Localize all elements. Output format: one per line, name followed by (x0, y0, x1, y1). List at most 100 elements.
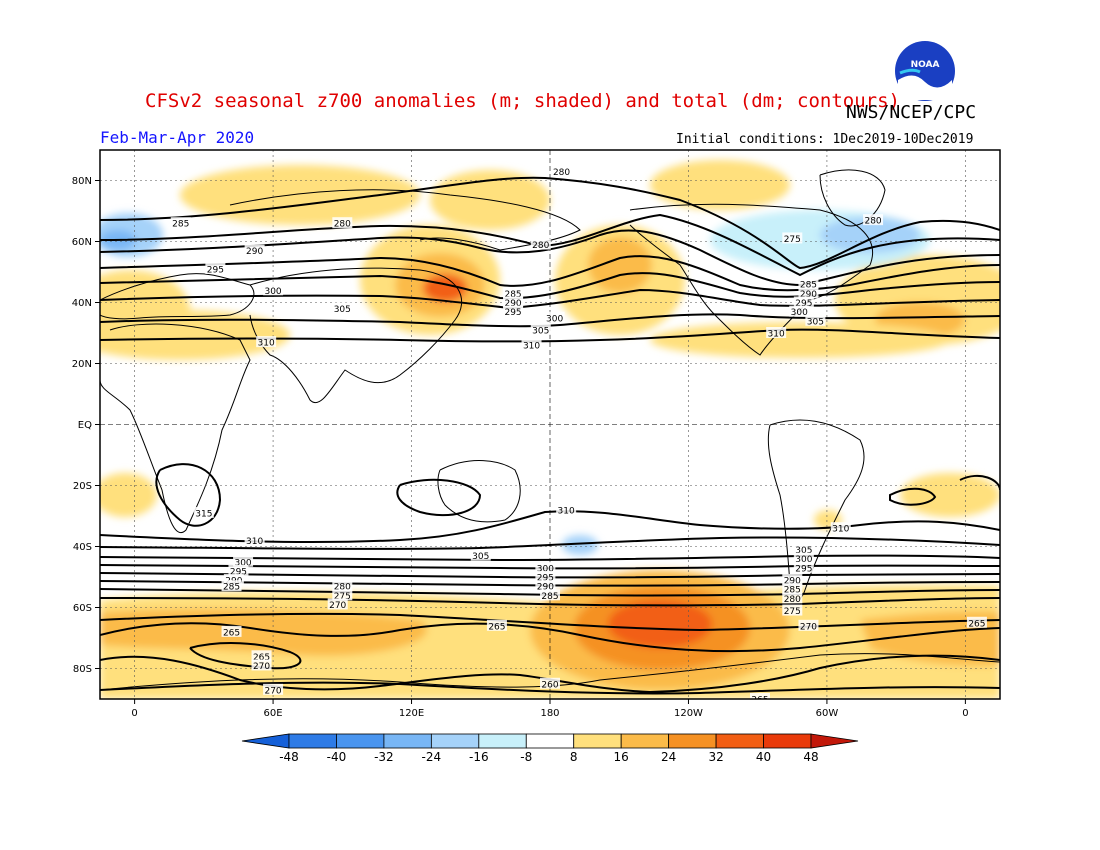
chart-title: CFSv2 seasonal z700 anomalies (m; shaded… (145, 90, 900, 112)
contour-line (100, 580, 1000, 587)
contour-label: 315 (195, 509, 212, 519)
lat-tick-label: 40N (72, 298, 92, 309)
contour-label-bg (535, 561, 556, 573)
contour-label-bg (556, 503, 577, 515)
colorbar-label: 8 (570, 750, 578, 764)
anomaly-area-arctic-1 (180, 165, 420, 225)
contour-label-bg (503, 305, 524, 317)
contour-label-bg (193, 506, 214, 518)
contour-line (100, 612, 1000, 632)
contour-label: 300 (546, 314, 563, 324)
contour-label: 295 (230, 567, 247, 577)
contour-label: 265 (223, 628, 240, 638)
contour-line (100, 213, 1000, 277)
contour-label-bg (750, 693, 770, 699)
contour-label: 290 (800, 290, 817, 300)
contour-line (396, 478, 482, 517)
contour-label: 280 (532, 241, 549, 251)
contour-label: 285 (800, 281, 817, 291)
anomaly-area-southern-belt-16 (100, 608, 428, 656)
contour-label-bg (798, 619, 819, 631)
contour-label: 270 (800, 622, 817, 632)
contour-label: 310 (832, 525, 849, 535)
coastline-siberia (229, 189, 581, 251)
contour-line (100, 681, 1000, 695)
contour-label: 310 (258, 339, 275, 349)
contour-line (100, 654, 1000, 694)
forecast-period: Feb-Mar-Apr 2020 (100, 128, 255, 147)
contour-label-bg (535, 580, 556, 592)
contour-label: 280 (553, 168, 570, 178)
lon-tick-label: 120E (399, 708, 424, 719)
contour-label-bg (332, 302, 353, 314)
coastline-europe (100, 273, 255, 320)
contour-label-bg (170, 217, 191, 229)
initial-conditions: Initial conditions: 1Dec2019-10Dec2019 (676, 132, 974, 147)
contour-line (100, 564, 1000, 570)
contour-line (155, 463, 222, 527)
lon-tick-label: 60E (264, 708, 283, 719)
anomaly-area-south-pacific-32 (608, 600, 712, 648)
colorbar-label: 48 (803, 750, 818, 764)
colorbar-swatch (288, 733, 337, 749)
anomaly-area-southern-belt-16b (860, 611, 1000, 666)
anomaly-area-japan-32 (423, 274, 467, 302)
coastline-australia (437, 460, 521, 523)
anomaly-area-alaska-24 (588, 237, 652, 293)
contour-label: 300 (795, 555, 812, 565)
lon-tick-label: 0 (131, 708, 137, 719)
contour-line (100, 597, 1000, 607)
lat-tick-label: 60N (72, 237, 92, 248)
coastline-asia (249, 267, 463, 403)
contour-label-bg (782, 583, 803, 595)
anomaly-area-arctic-3 (650, 160, 790, 210)
anomaly-area-central-america (650, 322, 950, 358)
coastline-greenland (819, 169, 886, 227)
contour-label: 285 (784, 586, 801, 596)
contour-label: 290 (246, 247, 263, 257)
noaa-logo-icon: NOAA (895, 41, 955, 101)
contour-line (100, 572, 1000, 579)
contour-label-bg (244, 244, 265, 256)
contour-line (189, 642, 302, 670)
contour-label-bg (332, 589, 353, 601)
contour-label: 310 (768, 330, 785, 340)
colorbar-label: 24 (661, 750, 676, 764)
contour-label: 305 (807, 317, 824, 327)
contour-label-bg (540, 589, 560, 601)
contour-label: 310 (523, 342, 540, 352)
contour-line (889, 487, 937, 506)
contour-label: 290 (504, 299, 521, 309)
anomaly-area-s-atlantic-west (100, 473, 157, 517)
contour-label-bg (793, 543, 814, 555)
contour-label-bg (327, 598, 348, 610)
contour-label-bg (798, 287, 819, 299)
contour-label-bg (244, 534, 265, 546)
contour-label-bg (221, 580, 242, 592)
contour-label: 295 (795, 299, 812, 309)
contour-label-bg (221, 625, 242, 637)
colorbar-swatch (763, 733, 812, 749)
contour-label: 300 (234, 558, 251, 568)
contour-label-bg (798, 278, 819, 290)
contour-label: 305 (472, 552, 489, 562)
anomaly-area-canada-cold-16 (820, 217, 920, 253)
contour-line (100, 176, 1000, 270)
contour-label-bg (966, 616, 987, 628)
lon-tick-label: 120W (674, 708, 703, 719)
contour-label-bg (486, 619, 507, 631)
coastline-south-america (767, 419, 865, 600)
contour-label: 285 (172, 220, 189, 230)
contour-label: 270 (329, 601, 346, 611)
colorbar-label: -48 (279, 750, 299, 764)
contour-label-bg (521, 339, 542, 351)
contour-line (100, 588, 1000, 597)
coastline-africa (100, 323, 251, 533)
contour-label-bg (256, 336, 277, 348)
colorbar-arrow-low (241, 733, 290, 749)
contour-label: 265 (968, 619, 985, 629)
colorbar-swatch (430, 733, 480, 749)
contour-label: 285 (223, 583, 240, 593)
contour-label-bg (263, 683, 284, 695)
contour-label: 300 (537, 564, 554, 574)
